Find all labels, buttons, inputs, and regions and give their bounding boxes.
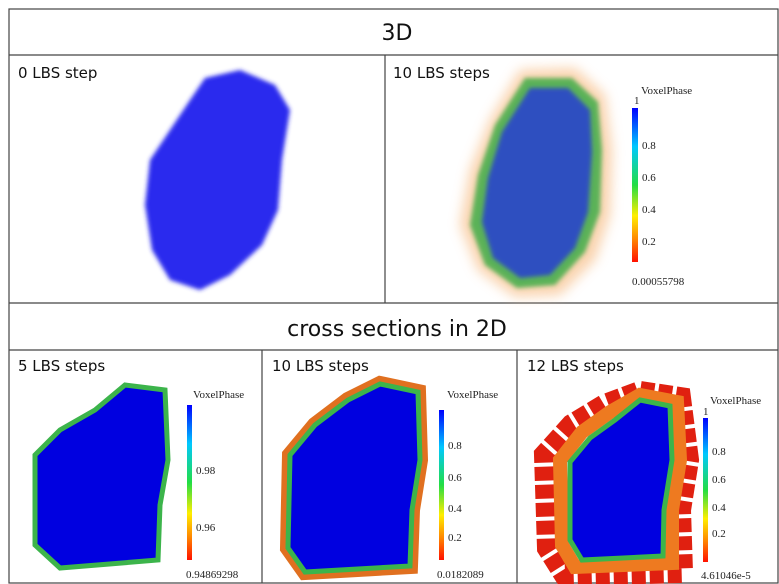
colorbar-min: 0.0182089 [437,569,484,581]
colorbar-tick: 0.4 [712,502,726,514]
cross-section [285,381,423,575]
colorbar-min: 4.61046e-5 [701,570,751,582]
panel-label: 10 LBS steps [393,64,490,82]
blob-core [482,88,592,278]
colorbar-title: VoxelPhase [641,85,692,97]
colorbar-tick: 1 [634,95,640,107]
section-title: cross sections in 2D [287,317,507,342]
colorbar-tick: 0.98 [196,465,216,477]
panel-label: 12 LBS steps [527,357,624,375]
colorbar [187,405,192,560]
colorbar-tick: 0.6 [642,172,656,184]
colorbar-tick: 0.2 [642,236,656,248]
colorbar-tick: 0.96 [196,522,216,534]
colorbar-min: 0.94869298 [186,569,239,581]
cross-section [32,382,171,571]
section-title: 3D [382,21,413,46]
blob-3d [145,70,290,290]
colorbar-title: VoxelPhase [193,389,244,401]
colorbar-tick: 0.2 [712,528,726,540]
outer-frame [8,8,779,584]
panel-label: 5 LBS steps [18,357,105,375]
colorbar-tick: 1 [703,406,709,418]
colorbar-title: VoxelPhase [710,395,761,407]
colorbar [439,410,444,560]
colorbar-min: 0.00055798 [632,276,685,288]
colorbar [703,418,708,562]
colorbar-tick: 0.4 [448,503,462,515]
panel-label: 10 LBS steps [272,357,369,375]
colorbar-tick: 0.8 [642,140,656,152]
cross-section-rim [552,387,688,575]
colorbar-tick: 0.6 [712,474,726,486]
cross-section [567,397,675,563]
colorbar-tick: 0.8 [712,446,726,458]
colorbar [632,108,638,262]
colorbar-tick: 0.8 [448,440,462,452]
colorbar-title: VoxelPhase [447,389,498,401]
panel-label: 0 LBS step [18,64,97,82]
colorbar-tick: 0.6 [448,472,462,484]
colorbar-tick: 0.4 [642,204,656,216]
colorbar-tick: 0.2 [448,532,462,544]
